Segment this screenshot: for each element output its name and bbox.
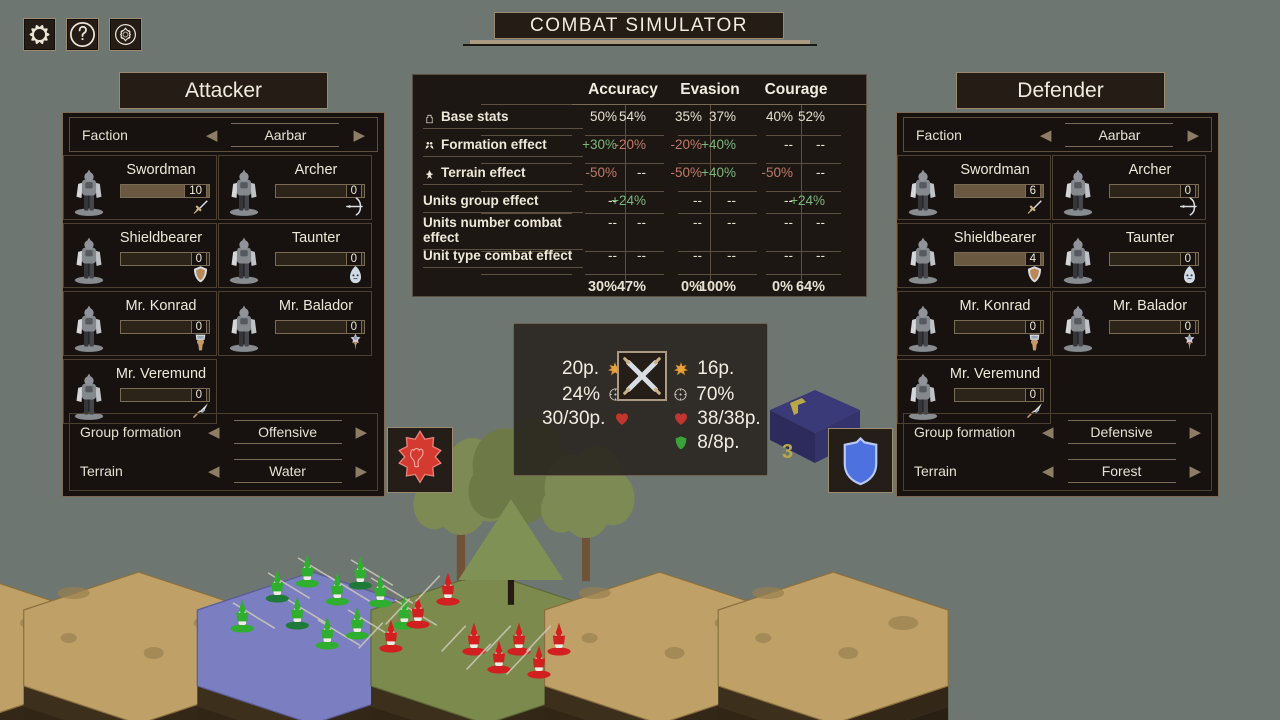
svg-text:3: 3 <box>782 441 793 463</box>
